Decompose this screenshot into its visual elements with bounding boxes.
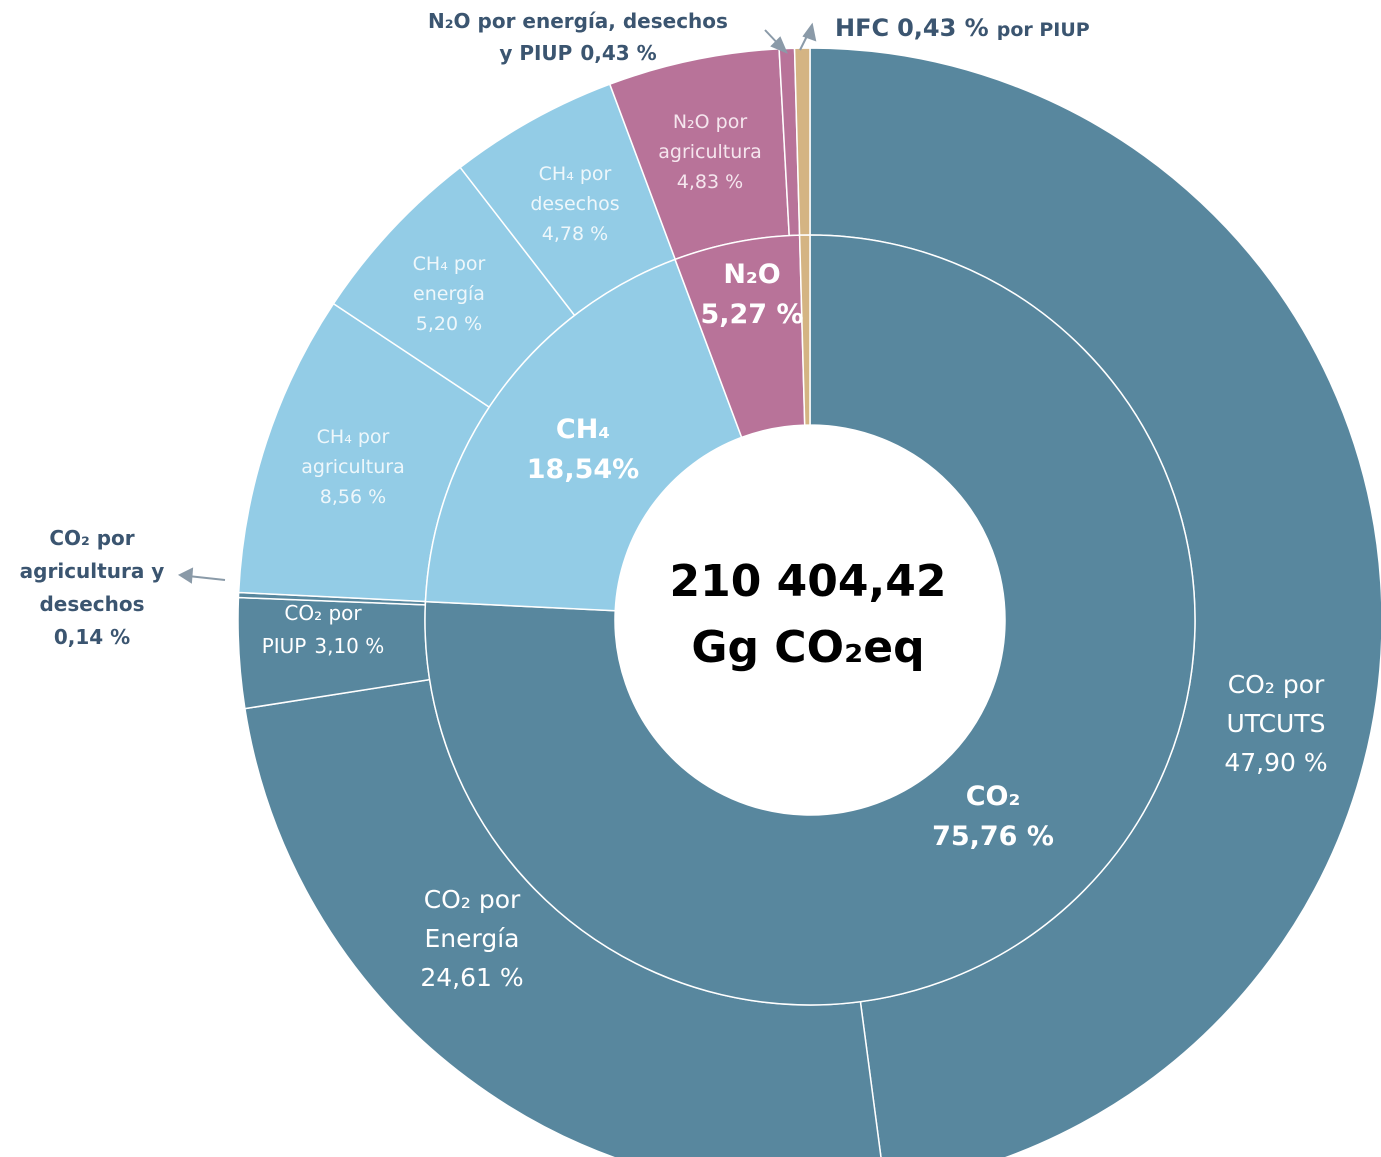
inner-value-label: 5,27 % xyxy=(700,299,803,330)
inner-value-label: 75,76 % xyxy=(932,821,1054,852)
outer-value-label: 5,20 % xyxy=(416,313,482,335)
outer-label: energía xyxy=(413,283,485,305)
inner-value-label: 18,54% xyxy=(527,454,639,485)
center-label: Gg CO₂eq xyxy=(691,622,924,673)
arrow-head xyxy=(802,22,817,42)
outer-label-line: Energía xyxy=(425,924,520,953)
outer-value-label: 24,61 % xyxy=(420,963,523,992)
outer-label: CO₂ por xyxy=(424,885,521,914)
leader-line xyxy=(187,575,226,581)
outer-label-line: CO₂ por xyxy=(49,526,134,550)
center-hole xyxy=(615,425,1005,815)
outer-value-label: 8,56 % xyxy=(320,486,386,508)
outer-label: agricultura xyxy=(658,141,762,163)
outer-label-line: CH₄ por xyxy=(413,253,486,275)
outer-label: N₂O por xyxy=(673,111,748,133)
outer-label-line: desechos xyxy=(530,193,619,215)
outer-label: UTCUTS xyxy=(1227,709,1326,738)
inner-label: CO₂ xyxy=(966,781,1021,812)
outer-label-line: desechos xyxy=(39,592,144,616)
outer-label-line: CH₄ por xyxy=(539,163,612,185)
outer-label-line: agricultura y xyxy=(20,559,165,583)
outer-label: desechos xyxy=(39,592,144,616)
outer-label-line: energía xyxy=(413,283,485,305)
outer-label: N₂O por energía, desechos xyxy=(428,9,728,33)
outer-label: PIUP 3,10 % xyxy=(262,634,385,658)
outer-value-label: 4,83 % xyxy=(677,171,743,193)
outer-label: y PIUP 0,43 % xyxy=(499,41,656,65)
arrow-head xyxy=(177,567,194,584)
annotation: por PIUP xyxy=(997,19,1090,41)
outer-label-line: CO₂ por xyxy=(1228,670,1325,699)
outer-label: CH₄ por xyxy=(317,426,390,448)
outer-label-line: N₂O por energía, desechos xyxy=(428,9,728,33)
outer-label-line: y PIUP xyxy=(499,41,572,65)
outer-label-line: N₂O por xyxy=(673,111,748,133)
outer-label: CH₄ por xyxy=(539,163,612,185)
outer-value-label: 0,14 % xyxy=(54,625,130,649)
outer-label: desechos xyxy=(530,193,619,215)
arrow-head xyxy=(770,36,788,54)
outer-label: HFC 0,43 % por PIUP xyxy=(835,14,1090,42)
outer-label-line: agricultura xyxy=(658,141,762,163)
outer-label-line: UTCUTS xyxy=(1227,709,1326,738)
outer-label: CO₂ por xyxy=(1228,670,1325,699)
outer-label-line: CH₄ por xyxy=(317,426,390,448)
center-label: 210 404,42 xyxy=(670,556,947,607)
outer-label-line: HFC xyxy=(835,14,889,42)
outer-label-line: agricultura xyxy=(301,456,405,478)
outer-label: CO₂ por xyxy=(49,526,134,550)
outer-value-label: 0,43 % xyxy=(897,14,989,42)
outer-label-line: CO₂ por xyxy=(284,601,362,625)
leader-lines xyxy=(177,22,817,584)
inner-slice xyxy=(424,258,743,612)
outer-label-line: CO₂ por xyxy=(424,885,521,914)
inner-label: N₂O xyxy=(723,259,780,290)
inner-label: CH₄ xyxy=(556,414,610,445)
outer-value-label: 3,10 % xyxy=(314,634,384,658)
outer-value-label: 47,90 % xyxy=(1224,748,1327,777)
outer-value-label: 0,43 % xyxy=(580,41,656,65)
outer-label: CH₄ por xyxy=(413,253,486,275)
outer-label-line: PIUP xyxy=(262,634,307,658)
outer-label: Energía xyxy=(425,924,520,953)
outer-label: agricultura y xyxy=(20,559,165,583)
outer-value-label: 4,78 % xyxy=(542,223,608,245)
outer-label: agricultura xyxy=(301,456,405,478)
outer-label: CO₂ por xyxy=(284,601,362,625)
